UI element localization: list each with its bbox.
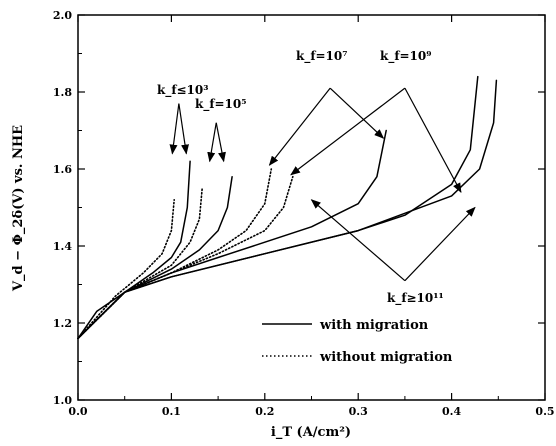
annotation-arrow-7 (404, 87, 462, 193)
annotation-kf-1e9: k_f=10⁹ (380, 49, 432, 64)
x-tick-label: 0.1 (162, 405, 181, 418)
series-layer (77, 75, 498, 340)
annotation-arrow-5 (329, 87, 385, 139)
annotation-kf-le-1e3: k_f≤10³ (157, 83, 209, 98)
solid-curve-4 (77, 79, 498, 340)
dotted-curve-7 (77, 168, 273, 340)
annotation-arrow-3 (215, 122, 226, 163)
annotation-arrow-4 (268, 87, 331, 166)
annotation-arrows (169, 87, 476, 282)
x-tick-label: 0.0 (68, 405, 87, 418)
solid-curve-0 (77, 160, 191, 340)
x-tick-label: 0.5 (535, 405, 554, 418)
annotation-arrow-2 (207, 122, 217, 163)
legend-label-without-migration: without migration (319, 350, 453, 365)
dotted-curve-5 (77, 199, 175, 340)
dotted-curve-8 (77, 175, 294, 340)
x-axis-label: i_T (A/cm²) (271, 425, 351, 440)
legend-label-with-migration: with migration (319, 318, 429, 333)
y-tick-label: 1.8 (53, 86, 72, 99)
y-tick-label: 1.0 (53, 394, 72, 407)
dotted-curve-6 (77, 187, 203, 340)
y-axis-label: V_d − Φ_2δ(V) vs. NHE (11, 125, 26, 292)
annotation-kf-1e5: k_f=10⁵ (195, 97, 247, 112)
x-tick-label: 0.3 (349, 405, 368, 418)
y-tick-label: 1.2 (53, 317, 72, 330)
y-tick-label: 2.0 (53, 9, 72, 22)
x-tick-label: 0.4 (442, 405, 461, 418)
annotation-arrow-0 (169, 103, 180, 155)
annotation-arrow-1 (178, 103, 189, 155)
annotation-arrow-9 (404, 206, 476, 282)
solid-curve-2 (77, 129, 387, 340)
x-tick-label: 0.2 (255, 405, 274, 418)
annotation-arrow-8 (310, 199, 406, 282)
y-tick-label: 1.6 (53, 163, 72, 176)
legend: with migration without migration (262, 318, 453, 365)
annotation-arrow-6 (290, 87, 406, 176)
annotation-kf-1e7: k_f=10⁷ (296, 49, 348, 64)
annotation-kf-ge-1e11: k_f≥10¹¹ (387, 291, 444, 306)
axis-ticks: 0.0 0.1 0.2 0.3 0.4 0.5 1.0 1.2 1.4 1.6 1.8 2.0 (53, 9, 555, 418)
y-tick-label: 1.4 (53, 240, 72, 253)
